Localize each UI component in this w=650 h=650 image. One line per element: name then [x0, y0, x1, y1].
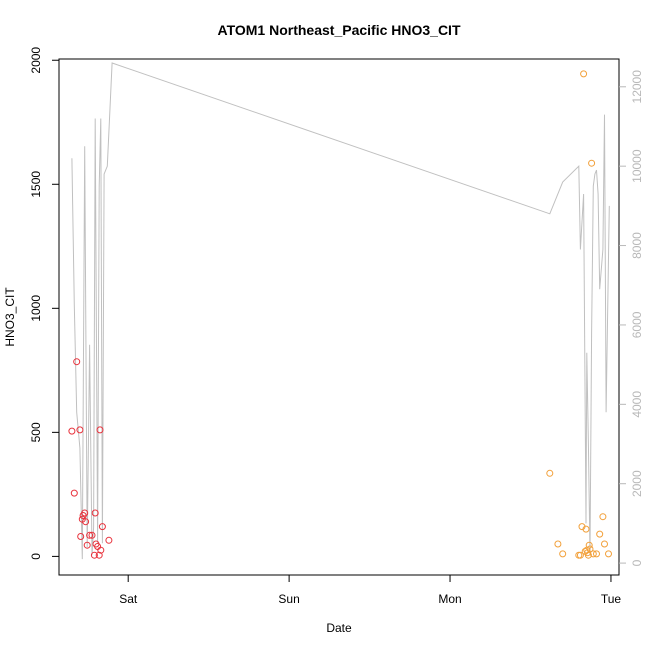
- secondary-series-line: [71, 62, 610, 560]
- scatter-point-s2-17: [593, 550, 600, 558]
- scatter-point-s1-10: [83, 541, 91, 549]
- y-tick-label-1000: 1000: [29, 295, 43, 322]
- x-tick-label-mon: Mon: [438, 592, 461, 606]
- scatter-point-s1-3: [73, 358, 81, 366]
- scatter-point-s2-13: [585, 541, 593, 549]
- chart-title: ATOM1 Northeast_Pacific HNO3_CIT: [218, 22, 461, 38]
- x-tick-label-sat: Sat: [119, 592, 138, 606]
- scatter-point-s1-8: [81, 509, 89, 517]
- y-axis-left: 0 500 1000 1500 2000: [29, 47, 59, 560]
- scatter-point-s2-5: [576, 551, 584, 559]
- scatter-point-s1-11: [86, 531, 94, 539]
- scatter-point-s2-20: [601, 540, 608, 548]
- y2-tick-label-6000: 6000: [630, 311, 644, 338]
- scatter-point-s1-9: [82, 518, 90, 526]
- scatter-point-s1-12: [88, 531, 96, 539]
- scatter-point-s1-2: [70, 489, 78, 497]
- secondary-line-layer: [71, 62, 610, 560]
- scatter-point-s2-18: [596, 530, 604, 538]
- scatter-point-s1-4: [76, 426, 84, 434]
- x-axis: Sat Sun Mon Tue: [119, 575, 621, 606]
- scatter-point-s2-16: [589, 550, 597, 558]
- x-axis-label: Date: [326, 621, 352, 635]
- y-tick-label-1500: 1500: [29, 171, 43, 198]
- scatter-point-s1-5: [77, 533, 85, 540]
- scatter-point-s1-19: [97, 546, 105, 554]
- scatter-point-s2-21: [605, 550, 612, 558]
- scatter-point-s2-15: [588, 159, 596, 167]
- y-tick-label-0: 0: [29, 553, 43, 560]
- scatter-point-s1-20: [98, 523, 106, 531]
- scatter-point-s1-1: [68, 427, 76, 435]
- scatter-point-s1-18: [96, 426, 104, 434]
- y-axis-right: 0 2000 4000 6000 8000 10000 12000: [619, 70, 644, 566]
- scatter-point-s2-7: [580, 70, 588, 78]
- scatter-point-s2-2: [554, 540, 562, 548]
- scatter-point-s2-3: [559, 550, 567, 558]
- scatter-point-s2-1: [546, 469, 554, 477]
- scatter-point-s2-14: [586, 545, 594, 553]
- y2-tick-label-0: 0: [630, 559, 644, 566]
- scatter-point-s2-19: [599, 513, 607, 521]
- y-tick-label-2000: 2000: [29, 47, 43, 74]
- scatter-point-s1-21: [105, 536, 113, 544]
- scatter-point-s1-14: [91, 509, 99, 517]
- scatter-point-s2-9: [582, 525, 590, 533]
- scatter-point-s1-13: [90, 551, 98, 559]
- y2-tick-label-8000: 8000: [630, 232, 644, 259]
- x-tick-label-tue: Tue: [601, 592, 622, 606]
- points-layer: [68, 70, 612, 559]
- y-tick-label-500: 500: [29, 422, 43, 442]
- y2-tick-label-10000: 10000: [630, 149, 644, 183]
- scatter-point-s1-17: [95, 551, 103, 559]
- plot-area-frame: [58, 58, 620, 576]
- scatter-point-s2-12: [584, 551, 592, 559]
- y-axis-label: HNO3_CIT: [3, 287, 17, 347]
- y2-tick-label-2000: 2000: [630, 470, 644, 497]
- y2-tick-label-4000: 4000: [630, 391, 644, 418]
- x-tick-label-sun: Sun: [278, 592, 299, 606]
- y2-tick-label-12000: 12000: [630, 70, 644, 104]
